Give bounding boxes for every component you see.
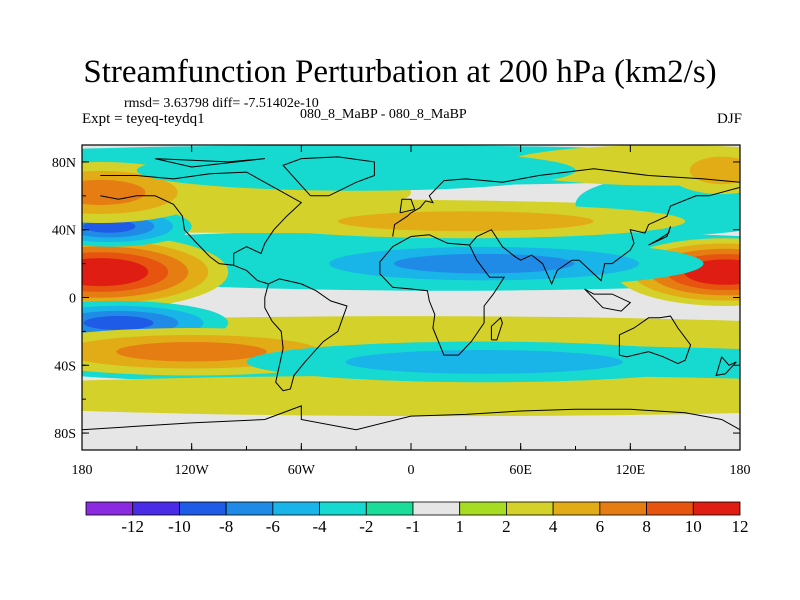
contour-positive <box>82 263 129 281</box>
y-tick-label: 0 <box>69 292 76 307</box>
coastline <box>648 226 671 246</box>
colorbar-label: -4 <box>312 517 327 536</box>
coastline <box>618 315 692 365</box>
x-axis: 180 120W 60W 0 60E 120E 180 <box>72 145 751 478</box>
season-label: DJF <box>716 111 742 127</box>
x-tick-label: 0 <box>408 463 415 478</box>
colorbar-label: 2 <box>502 517 511 536</box>
experiment-label: Expt = teyeq-teydq1 <box>82 111 205 127</box>
colorbar-label: 12 <box>732 517 749 536</box>
colorbar-swatch <box>646 501 694 516</box>
colorbar-label: -6 <box>266 517 280 536</box>
x-tick-label: 60E <box>509 463 532 478</box>
colorbar-swatch <box>132 501 180 516</box>
coastline <box>264 278 348 392</box>
y-tick-label: 80N <box>52 156 76 171</box>
colorbar-swatch <box>365 501 414 516</box>
colorbar: -12 -10 -8 -6 -4 -2 -1 1 2 4 6 8 10 12 <box>85 501 749 536</box>
coastline <box>469 186 740 286</box>
run-names-label: 080_8_MaBP - 080_8_MaBP <box>300 107 467 122</box>
colorbar-swatch <box>692 501 741 516</box>
contour-negative <box>136 150 576 191</box>
colorbar-swatch <box>506 501 554 516</box>
x-tick-label: 60W <box>288 463 316 478</box>
chart-title: Streamfunction Perturbation at 200 hPa (… <box>83 54 717 90</box>
coastline <box>399 198 416 214</box>
colorbar-label: 8 <box>642 517 651 536</box>
contour-positive <box>689 156 740 185</box>
colorbar-label: 10 <box>685 517 702 536</box>
coastline <box>490 316 503 341</box>
colorbar-swatch <box>412 501 461 516</box>
rmsd-diff-stats: rmsd= 3.63798 diff= -7.51402e-10 <box>124 96 319 111</box>
colorbar-label: -2 <box>359 517 373 536</box>
coastlines <box>82 156 740 431</box>
x-tick-label: 180 <box>72 463 93 478</box>
contour-negative <box>393 253 575 274</box>
colorbar-swatch <box>85 501 134 516</box>
coastline <box>154 158 265 168</box>
colorbar-label: -10 <box>168 517 191 536</box>
contour-positive <box>337 211 594 232</box>
coastline <box>379 234 506 356</box>
y-tick-label: 40S <box>54 359 76 374</box>
y-tick-label: 40N <box>52 224 76 239</box>
colorbar-label: -8 <box>219 517 233 536</box>
contour-band <box>82 375 740 417</box>
x-tick-label: 180 <box>730 463 751 478</box>
colorbar-swatch <box>552 501 601 516</box>
contour-field <box>82 145 740 417</box>
colorbar-label: -12 <box>121 517 144 536</box>
colorbar-swatch <box>272 501 320 516</box>
colorbar-swatch <box>599 501 647 516</box>
colorbar-label: 4 <box>549 517 558 536</box>
contour-positive <box>701 264 740 280</box>
contour-positive <box>116 341 267 362</box>
coastline <box>100 171 303 285</box>
contour-negative <box>83 315 154 330</box>
colorbar-swatch <box>459 501 507 516</box>
x-tick-label: 120W <box>175 463 210 478</box>
y-axis: 80N 40N 0 40S 80S <box>52 156 740 442</box>
y-tick-label: 80S <box>54 427 76 442</box>
colorbar-label: 6 <box>596 517 605 536</box>
contour-negative <box>345 350 623 374</box>
colorbar-label: 1 <box>455 517 464 536</box>
coastline <box>282 156 375 197</box>
coastline <box>392 168 740 237</box>
colorbar-swatch <box>319 501 367 516</box>
x-tick-label: 120E <box>616 463 646 478</box>
contour-negative <box>83 219 136 233</box>
coastline <box>715 356 737 377</box>
contour-positive <box>82 179 146 205</box>
colorbar-swatch <box>225 501 274 516</box>
coastline <box>100 195 234 266</box>
colorbar-label: -1 <box>406 517 420 536</box>
coastline <box>82 405 740 431</box>
colorbar-swatch <box>179 501 227 516</box>
coastline <box>584 288 632 312</box>
